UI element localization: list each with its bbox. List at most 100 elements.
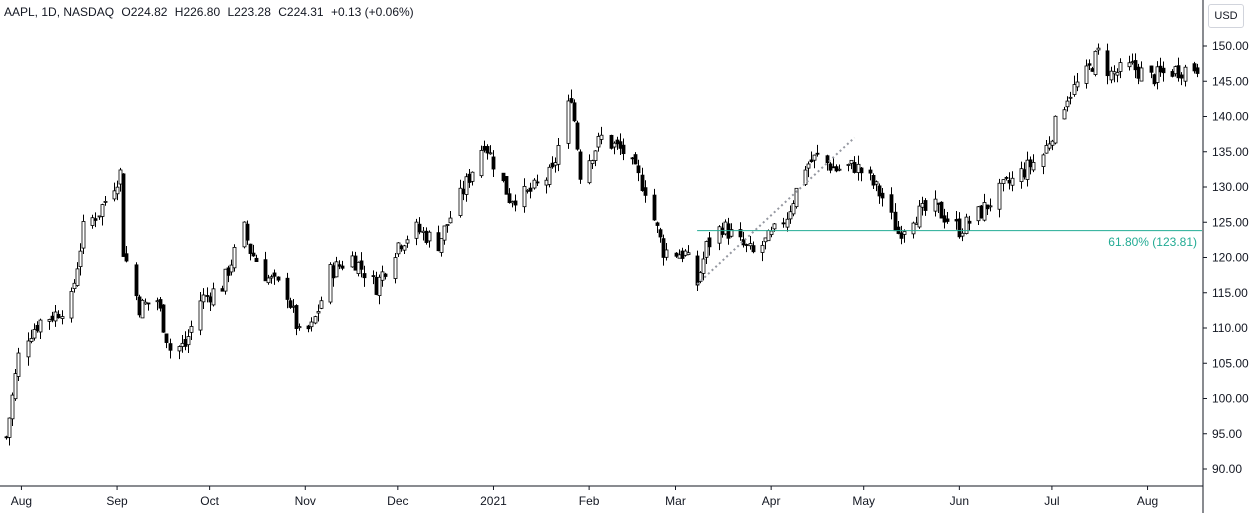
candle-body-up — [78, 250, 83, 268]
candle-body-down — [979, 205, 984, 219]
candle — [744, 243, 749, 253]
time-axis[interactable]: Aug Sep Oct Nov Dec 2021 Feb Mar Apr May Jun Jul Aug — [11, 486, 1158, 508]
drawings-layer[interactable] — [696, 136, 1202, 286]
candle — [470, 171, 475, 186]
candle-body-up — [377, 276, 382, 297]
candle — [1022, 162, 1027, 180]
candle — [1010, 171, 1015, 192]
candle — [1149, 65, 1154, 79]
candle-body-down — [337, 264, 342, 267]
candle — [10, 392, 15, 426]
candle-body-down — [1176, 65, 1181, 79]
candle — [479, 145, 484, 178]
candle-body-up — [933, 198, 938, 212]
candle — [985, 204, 990, 215]
candle-body-down — [877, 185, 882, 197]
candle — [911, 221, 916, 239]
candle — [507, 188, 512, 204]
candle — [504, 176, 509, 195]
candle-body-up — [69, 291, 74, 319]
candle-body-down — [640, 174, 645, 191]
candle — [294, 304, 299, 336]
candle-body-down — [815, 152, 820, 155]
candle-body-down — [572, 102, 577, 122]
candle-body-up — [785, 218, 790, 228]
candle — [7, 417, 12, 446]
candle — [442, 225, 447, 245]
candle — [680, 247, 685, 263]
candle-body-down — [1161, 67, 1166, 74]
candle — [1158, 57, 1163, 77]
candle-body-down — [50, 315, 55, 321]
candle-body-up — [297, 326, 302, 329]
candle — [251, 244, 256, 257]
candle — [877, 183, 882, 204]
candle-body-up — [794, 187, 799, 208]
candle-body-down — [985, 204, 990, 210]
candle-body-down — [695, 255, 700, 286]
candle — [976, 206, 981, 225]
candle-body-down — [331, 265, 336, 279]
candle-body-down — [954, 219, 959, 222]
candle — [482, 140, 487, 153]
candle-body-up — [38, 319, 43, 333]
candle-body-up — [920, 202, 925, 208]
candle-body-up — [118, 169, 123, 185]
candle — [112, 182, 117, 202]
candle — [1065, 96, 1070, 112]
candle — [785, 212, 790, 232]
candle-body-up — [439, 238, 444, 253]
candle — [485, 144, 490, 160]
candle-body-down — [609, 134, 614, 149]
candle — [285, 272, 290, 309]
legend-symbol[interactable]: AAPL, 1D, NASDAQ — [4, 5, 115, 19]
candle — [1155, 61, 1160, 90]
candle — [748, 235, 753, 250]
price-axis[interactable]: 150.00 145.00 140.00 135.00 130.00 125.00 120.… — [1203, 39, 1249, 476]
candle-body-down — [504, 176, 509, 195]
candle — [350, 251, 355, 268]
candle — [1112, 65, 1117, 83]
candle — [513, 194, 518, 212]
candle — [590, 159, 595, 169]
candle — [458, 179, 463, 218]
candle — [186, 329, 191, 354]
candle — [72, 279, 77, 293]
candle — [936, 202, 941, 213]
time-tick-label: Nov — [295, 494, 316, 508]
candle — [467, 168, 472, 188]
candle-body-down — [263, 259, 268, 282]
candle — [421, 226, 426, 241]
candle-body-up — [53, 311, 58, 322]
price-tick-label: 90.00 — [1212, 462, 1242, 476]
candle — [997, 178, 1002, 218]
candle — [834, 164, 839, 173]
candle-body-up — [1065, 100, 1070, 108]
candle-body-down — [674, 252, 679, 257]
candle — [161, 304, 166, 333]
candle — [569, 89, 574, 104]
candle — [664, 242, 669, 261]
candle — [661, 234, 666, 266]
candle-body-up — [1093, 50, 1098, 75]
candle — [1127, 55, 1132, 71]
candle-body-down — [248, 243, 253, 254]
candle-body-down — [550, 162, 555, 168]
currency-button[interactable]: USD — [1208, 4, 1244, 28]
candle — [920, 196, 925, 216]
candle — [155, 297, 160, 311]
candle — [655, 221, 660, 233]
candle — [726, 217, 731, 245]
candle-body-up — [982, 202, 987, 221]
candle-body-up — [1118, 62, 1123, 72]
legend-high: H226.80 — [174, 5, 221, 19]
candle-body-up — [72, 282, 77, 289]
candle — [501, 172, 506, 183]
candle-body-down — [245, 223, 250, 241]
candle-body-up — [1047, 143, 1052, 149]
trend-line[interactable] — [696, 136, 856, 286]
candle-body-down — [809, 159, 814, 163]
time-tick-label: Aug — [11, 494, 32, 508]
candle-body-down — [164, 333, 169, 343]
